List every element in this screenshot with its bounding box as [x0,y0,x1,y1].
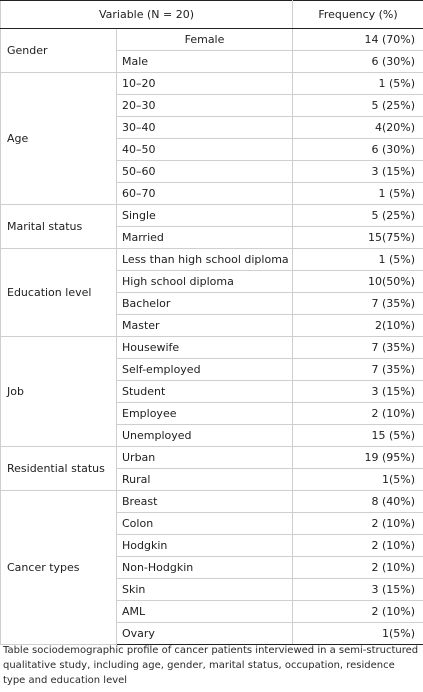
option-label: Breast [116,490,293,513]
table-row: AML 2 (10%) [1,600,423,623]
frequency-value: 1 (5%) [292,72,423,95]
frequency-value: 19 (95%) [292,446,423,469]
option-label: Less than high school diploma [116,248,293,271]
frequency-value: 2 (10%) [292,402,423,425]
option-label: Student [116,380,293,403]
option-label: Female [116,28,293,51]
option-label: Bachelor [116,292,293,315]
option-label: 10–20 [116,72,293,95]
frequency-value: 4(20%) [292,116,423,139]
table-row: Gender Female 14 (70%) [0,28,423,73]
frequency-value: 1 (5%) [292,248,423,271]
option-label: Unemployed [116,424,293,447]
table-row: Ovary 1(5%) [1,622,423,645]
option-label: 30–40 [116,116,293,139]
option-label: Employee [116,402,293,425]
table-row: Skin 3 (15%) [1,578,423,601]
table-row: High school diploma 10(50%) [1,270,423,293]
option-label: Skin [116,578,293,601]
frequency-value: 6 (30%) [292,138,423,161]
table-row: Married 15(75%) [1,226,423,249]
table-row: Employee 2 (10%) [1,402,423,425]
option-label: Urban [116,446,293,469]
variable-header: Variable (N = 20) [0,0,293,29]
option-label: 40–50 [116,138,293,161]
frequency-value: 7 (35%) [292,292,423,315]
option-label: High school diploma [116,270,293,293]
option-label: Rural [116,468,293,491]
option-label: Master [116,314,293,337]
table-row: Bachelor 7 (35%) [1,292,423,315]
table-body: Gender Female 14 (70%) Male 6 (30%) Age 10–20 1… [0,28,423,645]
option-label: Single [116,204,293,227]
table-row: Residential status Urban 19 (95%) [0,446,423,491]
option-label: Housewife [116,336,293,359]
option-label: 60–70 [116,182,293,205]
option-label: Married [116,226,293,249]
option-label: Self-employed [116,358,293,381]
table-row: Marital status Single 5 (25%) [0,204,423,249]
frequency-value: 15(75%) [292,226,423,249]
frequency-value: 8 (40%) [292,490,423,513]
group-label: Gender [0,28,117,73]
option-label: Hodgkin [116,534,293,557]
table-row: Master 2(10%) [1,314,423,337]
table-row: 50–60 3 (15%) [1,160,423,183]
table-row: Unemployed 15 (5%) [1,424,423,447]
table-row: Non-Hodgkin 2 (10%) [1,556,423,579]
frequency-value: 2 (10%) [292,556,423,579]
option-label: Ovary [116,622,293,645]
table-row: Job Housewife 7 (35%) [0,336,423,447]
frequency-value: 7 (35%) [292,358,423,381]
frequency-value: 6 (30%) [292,50,423,73]
table-row: Self-employed 7 (35%) [1,358,423,381]
option-label: Colon [116,512,293,535]
frequency-value: 5 (25%) [292,204,423,227]
group-label: Marital status [0,204,117,249]
frequency-value: 2 (10%) [292,512,423,535]
table-row: Cancer types Breast 8 (40%) [0,490,423,645]
option-label: 50–60 [116,160,293,183]
table-row: Age 10–20 1 (5%) [0,72,423,205]
frequency-value: 14 (70%) [292,28,423,51]
table-row: Education level Less than high school dip… [0,248,423,337]
option-label: AML [116,600,293,623]
table-row: 30–40 4(20%) [1,116,423,139]
frequency-value: 3 (15%) [292,380,423,403]
option-label: 20–30 [116,94,293,117]
sociodemographic-table: Variable (N = 20) Frequency (%) Gender Fe… [0,0,423,645]
frequency-value: 1(5%) [292,622,423,645]
group-label: Cancer types [0,490,117,645]
frequency-value: 2 (10%) [292,600,423,623]
frequency-value: 3 (15%) [292,160,423,183]
frequency-value: 10(50%) [292,270,423,293]
option-label: Non-Hodgkin [116,556,293,579]
frequency-value: 1 (5%) [292,182,423,205]
group-label: Residential status [0,446,117,491]
frequency-value: 15 (5%) [292,424,423,447]
header-row: Variable (N = 20) Frequency (%) [0,0,423,29]
frequency-value: 5 (25%) [292,94,423,117]
option-label: Male [116,50,293,73]
group-label: Age [0,72,117,205]
group-label: Education level [0,248,117,337]
table-caption: Table sociodemographic profile of cancer… [3,645,419,686]
group-label: Job [0,336,117,447]
frequency-value: 2 (10%) [292,534,423,557]
frequency-value: 3 (15%) [292,578,423,601]
frequency-header: Frequency (%) [292,0,423,29]
table-row: Hodgkin 2 (10%) [1,534,423,557]
frequency-value: 7 (35%) [292,336,423,359]
frequency-value: 1(5%) [292,468,423,491]
frequency-value: 2(10%) [292,314,423,337]
